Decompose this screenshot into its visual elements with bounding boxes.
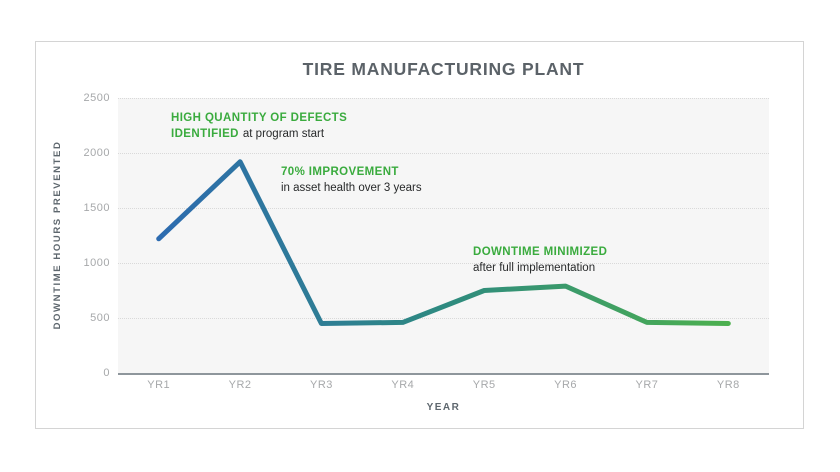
gridline [118,153,769,154]
annotation-line: in asset health over 3 years [281,181,422,197]
y-axis-tick-label: 2500 [83,92,110,104]
x-axis-tick-label: YR7 [635,379,659,391]
annotation-highlight: 70% IMPROVEMENT [281,166,399,178]
y-axis-tick-label: 0 [103,367,110,379]
y-axis-tick-labels: 0 500 1000 1500 2000 2500 [36,92,110,379]
chart-card: TIRE MANUFACTURING PLANT DOWNTIME HOURS … [35,41,804,429]
annotation-text: in asset health over 3 years [281,181,422,194]
annotation-improvement: 70% IMPROVEMENT in asset health over 3 y… [281,165,422,196]
annotation-line: IDENTIFIED at program start [171,127,351,143]
x-axis-tick-label: YR2 [228,379,252,391]
x-axis-tick-label: YR3 [309,379,333,391]
x-axis-tick-label: YR4 [391,379,415,391]
gridline [118,98,769,99]
downtime-line-series [156,159,731,326]
x-axis-tick-label: YR5 [472,379,496,391]
x-axis-tick-labels: YR1 YR2 YR3 YR4 YR5 YR6 YR7 YR8 [118,379,769,391]
annotation-line: DOWNTIME MINIMIZED [473,245,611,261]
annotation-defects-identified: HIGH QUANTITY OF DEFECTS IDENTIFIED at pr… [171,111,351,142]
annotation-line: 70% IMPROVEMENT [281,165,422,181]
annotation-highlight: HIGH QUANTITY OF DEFECTS [171,112,348,124]
gridline [118,263,769,264]
x-axis-title: YEAR [426,402,461,413]
annotation-highlight: DOWNTIME MINIMIZED [473,246,608,258]
plot-area [118,98,769,375]
x-axis-tick-label: YR6 [554,379,578,391]
gridline [118,318,769,319]
line-chart-canvas [156,159,731,326]
annotation-highlight: IDENTIFIED [171,127,239,140]
annotation-line: after full implementation [473,261,611,277]
y-axis-tick-label: 1000 [83,257,110,269]
y-axis-tick-label: 2000 [83,147,110,159]
gridline [118,208,769,209]
annotation-text: after full implementation [473,261,596,274]
x-axis-tick-label: YR1 [147,379,171,391]
annotation-text: at program start [242,127,325,140]
x-axis-tick-label: YR8 [716,379,740,391]
chart-title: TIRE MANUFACTURING PLANT [302,59,585,79]
annotation-downtime-minimized: DOWNTIME MINIMIZED after full implementa… [473,245,611,276]
annotation-line: HIGH QUANTITY OF DEFECTS [171,111,351,127]
y-axis-tick-label: 1500 [83,202,110,214]
y-axis-tick-label: 500 [90,312,110,324]
